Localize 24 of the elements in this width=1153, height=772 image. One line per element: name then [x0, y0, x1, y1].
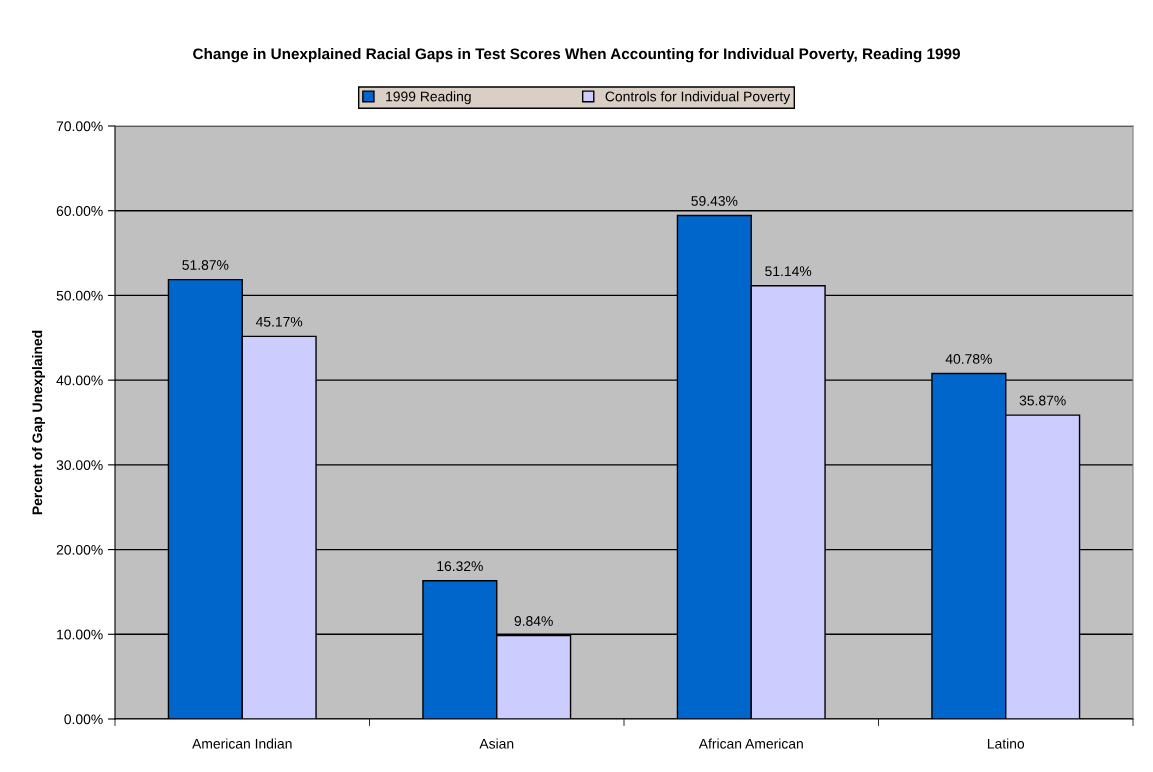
data-label: 40.78% — [945, 354, 992, 364]
chart-title: Change in Unexplained Racial Gaps in Test Scores When Accounting for Individual Poverty, Reading 1999 — [193, 48, 960, 63]
y-tick-label: 70.00% — [56, 121, 103, 132]
y-axis-title: Percent of Gap Unexplained — [32, 330, 45, 515]
y-tick-label: 50.00% — [56, 290, 103, 301]
y-tick-label: 0.00% — [64, 714, 103, 725]
y-tick-label: 20.00% — [56, 544, 103, 555]
x-tick-label: African American — [698, 738, 803, 749]
y-tick-label: 60.00% — [56, 206, 103, 216]
y-tick-label: 10.00% — [57, 629, 103, 640]
data-label: 16.32% — [437, 561, 483, 572]
data-label: 45.17% — [255, 316, 303, 327]
data-label: 59.43% — [691, 196, 738, 206]
x-tick-label: American Indian — [192, 738, 292, 749]
y-tick-label: 40.00% — [56, 375, 103, 386]
legend-label: 1999 Reading — [386, 91, 471, 105]
x-tick-label: Latino — [987, 738, 1025, 749]
y-tick-label: 30.00% — [56, 460, 103, 471]
x-tick-label: Asian — [479, 738, 514, 749]
data-label: 51.87% — [182, 260, 229, 270]
data-label: 51.14% — [765, 266, 812, 277]
legend-label: Controls for Individual Poverty — [605, 91, 791, 105]
data-label: 35.87% — [1019, 395, 1066, 406]
data-label: 9.84% — [514, 616, 553, 626]
